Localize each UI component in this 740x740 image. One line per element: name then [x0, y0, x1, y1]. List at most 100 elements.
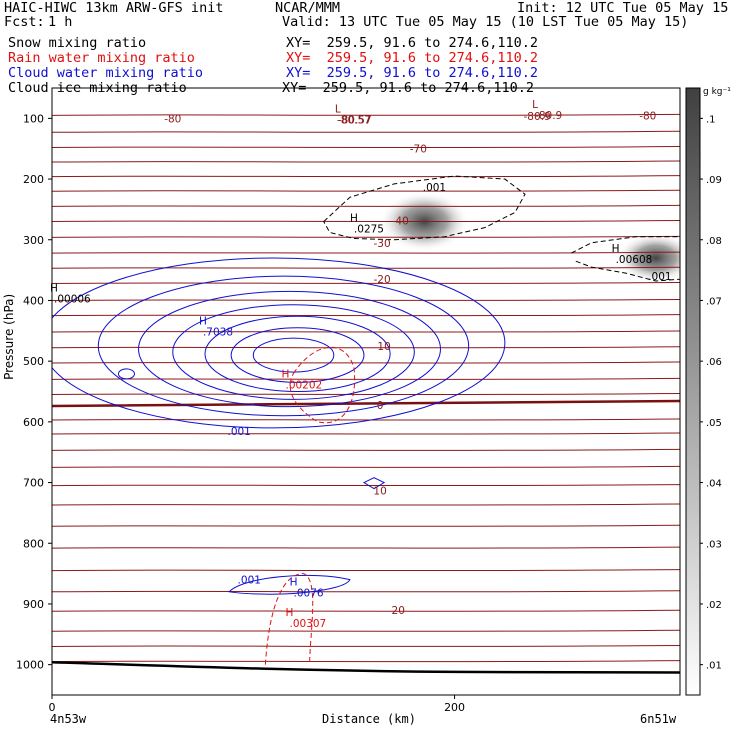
isotherm-label-8: 10 — [377, 341, 390, 353]
isotherm-19 — [52, 418, 680, 421]
y-tick-label-100: 100 — [23, 112, 44, 125]
isotherm-0 — [52, 113, 680, 116]
colorbar-unit: g kg⁻¹ — [703, 87, 731, 97]
isotherm-label-9: 0 — [377, 400, 384, 412]
extremum-marker-7: H — [290, 577, 298, 589]
y-tick-label-400: 400 — [23, 294, 44, 307]
cloud-water-contour-5 — [230, 327, 365, 383]
colorbar-tick-label-3: .04 — [706, 479, 722, 490]
fcst-value: 1 h — [48, 14, 73, 30]
isotherm-14 — [52, 330, 680, 333]
cloud-ice-contour-0 — [323, 175, 526, 241]
legend-snow-name: Snow mixing ratio — [8, 35, 147, 51]
extremum-marker-0: L — [335, 103, 341, 115]
fcst-label: Fcst: — [4, 14, 45, 30]
extremum-marker-6: H — [282, 369, 290, 381]
isotherm-9 — [52, 251, 680, 254]
cloud-ice-shading-1 — [615, 232, 680, 283]
colorbar-tick-label-5: .06 — [706, 357, 722, 368]
isotherm-26 — [52, 546, 680, 549]
x-axis-title: Distance (km) — [322, 712, 416, 726]
colorbar-strip — [685, 87, 701, 696]
extremum-marker-2: H — [350, 213, 358, 225]
y-tick-label-300: 300 — [23, 234, 44, 247]
isotherm-label-3: -80 — [639, 110, 656, 122]
contour-label-3: .001 — [238, 575, 261, 587]
y-axis-title: Pressure (hPa) — [2, 294, 16, 380]
isotherm-23 — [52, 484, 680, 487]
isotherm-27 — [52, 569, 680, 572]
isotherm-label-7: -20 — [374, 274, 391, 286]
rain-contour-lower — [264, 573, 314, 665]
isotherm-31 — [52, 644, 680, 647]
legend-cloudwater-name: Cloud water mixing ratio — [8, 65, 204, 81]
isotherm-13 — [52, 314, 680, 317]
isotherm-10 — [52, 266, 680, 269]
cloud-water-small-contour-0 — [117, 368, 135, 380]
extremum-value-8: .00307 — [290, 618, 327, 630]
colorbar-tick-label-4: .05 — [706, 418, 722, 429]
y-tick-label-200: 200 — [23, 173, 44, 186]
isotherm-8 — [52, 235, 680, 238]
cloud-water-contour-1 — [97, 275, 470, 417]
isotherm-28 — [52, 590, 680, 593]
model-title: HAIC-HIWC 13km ARW-GFS init — [4, 0, 224, 16]
isotherm-label-2: -80.9 — [524, 111, 551, 123]
extremum-value-6: .00202 — [285, 380, 322, 392]
colorbar-tick-label-0: .01 — [706, 661, 722, 672]
cloud-water-contour-6 — [252, 337, 335, 373]
center-name: NCAR/MMM — [275, 0, 341, 16]
valid-time: Valid: 13 UTC Tue 05 May 15 (10 LST Tue … — [282, 14, 689, 30]
extremum-value-3: .00608 — [616, 254, 653, 266]
isotherm-20 — [52, 432, 680, 435]
isotherm-29 — [52, 609, 680, 612]
legend-rain-name: Rain water mixing ratio — [8, 50, 195, 66]
cloud-water-contour-4 — [204, 315, 391, 392]
colorbar-tick-label-7: .08 — [706, 236, 722, 247]
isotherm-7 — [52, 220, 680, 223]
isotherm-32 — [52, 660, 680, 663]
isotherm-label-6: -30 — [374, 238, 391, 250]
isotherm-22 — [52, 465, 680, 468]
cloud-water-contour-2 — [138, 290, 441, 408]
freezing-level-line — [52, 399, 680, 408]
contour-label-2: .001 — [227, 426, 250, 438]
isotherm-4 — [52, 175, 680, 178]
terrain-line — [52, 660, 680, 674]
cloud-water-low-contour — [228, 574, 351, 595]
isotherm-30 — [52, 629, 680, 632]
extremum-marker-4: H — [50, 282, 58, 294]
isotherm-label-1: -80.57 — [337, 115, 371, 127]
extremum-value-2: .0275 — [354, 224, 384, 236]
isotherm-25 — [52, 524, 680, 527]
extremum-value-1: -80.9 — [535, 110, 562, 122]
isotherm-15 — [52, 346, 680, 349]
legend-rain-xy: XY= 259.5, 91.6 to 274.6,110.2 — [286, 50, 538, 66]
isotherm-2 — [52, 145, 680, 149]
y-tick-label-1000: 1000 — [16, 659, 44, 672]
isotherm-label-10: 10 — [373, 485, 386, 497]
cloud-water-contour-3 — [172, 304, 415, 400]
isotherm-24 — [52, 503, 680, 506]
colorbar-tick-label-9: .1 — [706, 114, 716, 125]
contour-label-0: .001 — [423, 182, 446, 194]
left-point-label: 4n53w — [50, 712, 87, 726]
cloud-water-small-contour-1 — [362, 477, 386, 490]
rain-contour-upper — [289, 346, 356, 424]
isotherm-12 — [52, 298, 680, 301]
colorbar-tick-label-1: .02 — [706, 600, 722, 611]
isotherm-17 — [52, 377, 680, 380]
extremum-value-7: .0076 — [294, 588, 324, 600]
extremum-marker-1: L — [532, 99, 538, 111]
y-tick-label-500: 500 — [23, 355, 44, 368]
cloud-water-contour-0 — [52, 257, 506, 429]
extremum-marker-8: H — [286, 607, 294, 619]
isotherm-6 — [52, 204, 680, 207]
colorbar-tick-label-2: .03 — [706, 539, 722, 550]
isotherm-5 — [52, 189, 680, 192]
colorbar-tick-label-8: .09 — [706, 175, 722, 186]
extremum-marker-3: H — [612, 243, 620, 255]
extremum-value-5: .7038 — [203, 327, 233, 339]
legend-cloudwater-xy: XY= 259.5, 91.6 to 274.6,110.2 — [286, 65, 538, 81]
x-tick-label-0: 0 — [49, 701, 56, 714]
